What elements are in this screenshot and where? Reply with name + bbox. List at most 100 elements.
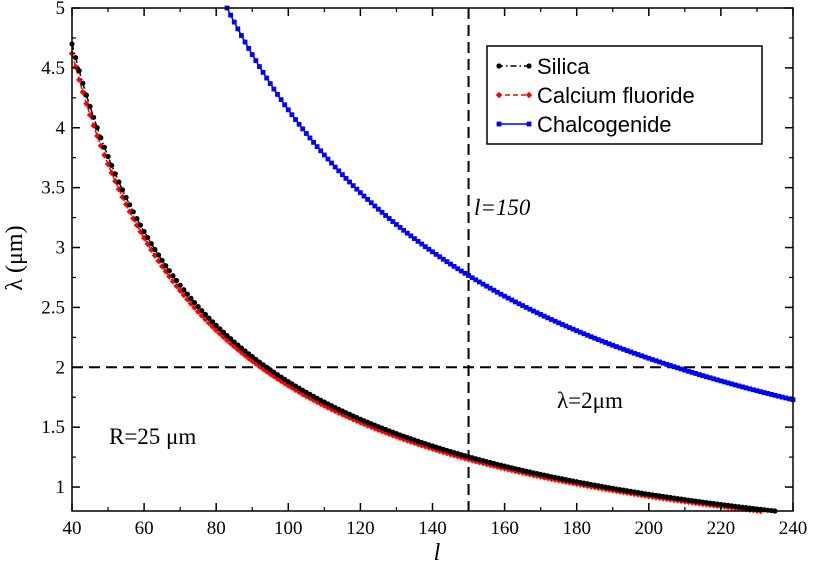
x-tick-label: 220 bbox=[707, 518, 736, 539]
data-point bbox=[181, 287, 187, 293]
x-tick-label: 140 bbox=[418, 518, 447, 539]
data-point bbox=[198, 312, 205, 319]
data-point bbox=[480, 281, 486, 287]
data-point bbox=[462, 270, 468, 276]
data-point bbox=[94, 125, 100, 131]
data-point bbox=[365, 197, 371, 202]
data-point bbox=[433, 251, 439, 257]
data-point bbox=[173, 277, 180, 284]
data-point bbox=[494, 289, 500, 295]
x-tick-label: 200 bbox=[635, 518, 664, 539]
data-point bbox=[83, 92, 90, 98]
data-point bbox=[606, 341, 612, 347]
data-point bbox=[765, 391, 771, 396]
data-point bbox=[101, 144, 108, 150]
data-point bbox=[109, 162, 115, 168]
annotation-l-150: l=150 bbox=[474, 195, 531, 220]
data-point bbox=[127, 202, 133, 208]
data-point bbox=[116, 179, 122, 185]
data-point bbox=[516, 301, 522, 307]
data-point bbox=[448, 261, 453, 267]
data-point bbox=[686, 368, 691, 374]
data-point bbox=[650, 357, 655, 362]
data-point bbox=[256, 359, 263, 365]
data-point bbox=[592, 335, 598, 341]
data-point bbox=[354, 186, 360, 192]
data-point bbox=[534, 310, 540, 316]
data-point bbox=[213, 322, 219, 328]
data-point bbox=[260, 362, 266, 368]
data-point bbox=[228, 12, 234, 18]
legend-marker bbox=[496, 121, 502, 127]
data-point bbox=[588, 334, 594, 340]
x-tick-label: 40 bbox=[63, 518, 82, 539]
data-point bbox=[563, 323, 569, 329]
data-point bbox=[729, 381, 735, 387]
data-point bbox=[199, 307, 205, 314]
data-point bbox=[639, 353, 644, 359]
data-point bbox=[217, 326, 223, 332]
data-point bbox=[98, 135, 104, 141]
data-point bbox=[419, 241, 425, 247]
data-point bbox=[242, 39, 248, 45]
data-point bbox=[559, 322, 565, 327]
data-point bbox=[750, 387, 756, 393]
data-point bbox=[76, 76, 83, 84]
data-point bbox=[253, 58, 259, 64]
data-point bbox=[332, 164, 338, 170]
data-point bbox=[235, 342, 241, 348]
data-point bbox=[678, 366, 684, 372]
data-point bbox=[271, 86, 277, 92]
data-point bbox=[422, 244, 428, 250]
data-point bbox=[509, 297, 515, 303]
data-point bbox=[747, 386, 753, 392]
data-point bbox=[394, 222, 399, 227]
data-point bbox=[714, 377, 720, 383]
data-point bbox=[166, 268, 172, 274]
x-tick-label: 60 bbox=[135, 518, 154, 539]
data-point bbox=[278, 97, 284, 103]
data-point bbox=[242, 348, 248, 354]
data-point bbox=[238, 345, 245, 351]
data-point bbox=[758, 389, 763, 395]
data-point bbox=[513, 299, 518, 305]
legend-marker bbox=[526, 63, 532, 69]
data-point bbox=[73, 55, 79, 61]
data-point bbox=[195, 304, 201, 310]
data-point bbox=[390, 219, 396, 224]
data-point bbox=[209, 323, 216, 330]
data-point bbox=[527, 306, 533, 312]
x-tick-label: 100 bbox=[274, 518, 303, 539]
data-point bbox=[401, 227, 407, 233]
legend-label: Silica bbox=[537, 54, 590, 79]
x-tick-label: 120 bbox=[346, 518, 375, 539]
data-point bbox=[476, 279, 482, 285]
data-point bbox=[303, 131, 309, 136]
data-point bbox=[776, 393, 781, 399]
data-point bbox=[289, 112, 295, 118]
data-point bbox=[538, 312, 544, 317]
data-point bbox=[740, 384, 745, 390]
y-tick-label: 5 bbox=[56, 0, 66, 19]
data-point bbox=[502, 293, 507, 299]
annotation-lambda-2um: λ=2μm bbox=[557, 388, 623, 413]
data-point bbox=[329, 160, 334, 166]
data-point bbox=[581, 331, 587, 337]
data-point bbox=[361, 193, 367, 199]
data-point bbox=[696, 372, 702, 377]
data-point bbox=[523, 305, 529, 310]
y-axis-title: λ (μm) bbox=[2, 225, 28, 290]
data-point bbox=[711, 376, 717, 382]
data-point bbox=[444, 259, 450, 265]
data-point bbox=[321, 152, 327, 158]
data-point bbox=[152, 246, 158, 253]
legend-marker bbox=[495, 91, 503, 99]
data-point bbox=[404, 230, 410, 236]
data-point bbox=[664, 361, 670, 367]
legend: Silica Calcium fluoride Chalcogenide bbox=[486, 45, 763, 145]
data-point bbox=[451, 263, 457, 269]
data-point bbox=[325, 156, 331, 162]
data-point bbox=[368, 200, 374, 206]
data-point bbox=[689, 369, 695, 375]
data-point bbox=[646, 355, 652, 361]
